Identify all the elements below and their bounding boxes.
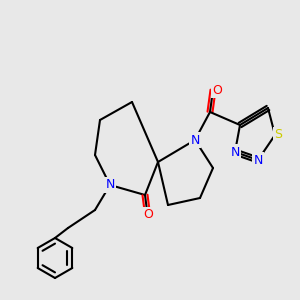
Text: N: N (190, 134, 200, 146)
Text: N: N (105, 178, 115, 191)
Text: O: O (212, 83, 222, 97)
Text: S: S (274, 128, 282, 142)
Text: N: N (230, 146, 240, 158)
Text: N: N (253, 154, 263, 166)
Text: O: O (143, 208, 153, 221)
